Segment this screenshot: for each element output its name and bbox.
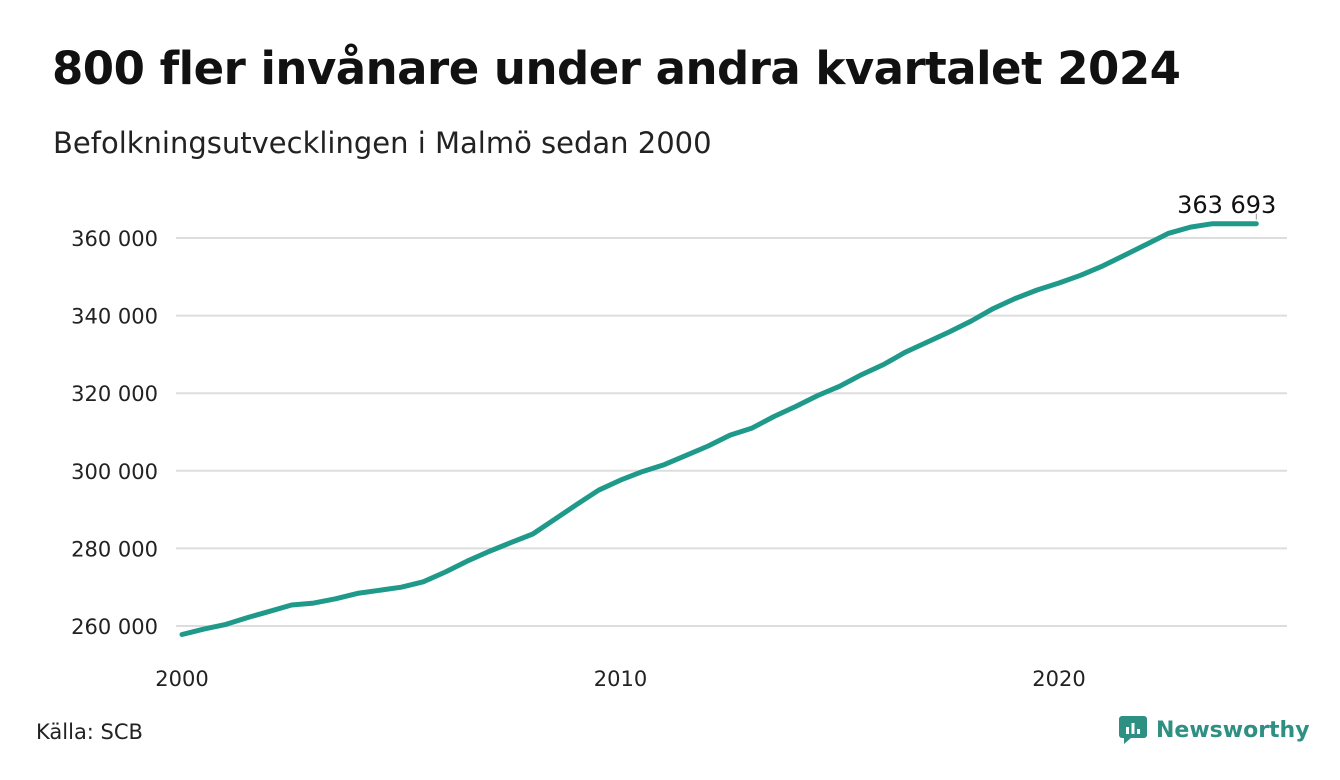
y-tick-label: 340 000 (71, 305, 158, 329)
chart-title: 800 fler invånare under andra kvartalet … (52, 42, 1181, 95)
y-tick-label: 280 000 (71, 537, 158, 561)
series-group (179, 221, 1259, 637)
y-axis-ticks: 260 000 280 000 300 000 320 000 340 000 360 0… (71, 227, 158, 639)
series-line (179, 221, 1259, 637)
x-tick-label: 2020 (1032, 667, 1085, 691)
y-tick-label: 260 000 (71, 615, 158, 639)
x-axis-ticks: 2000 2010 2020 (155, 667, 1085, 691)
end-value-label: 363 693 (1177, 191, 1276, 219)
brand-logo: Newsworthy (1118, 712, 1310, 748)
x-tick-label: 2010 (594, 667, 647, 691)
source-note: Källa: SCB (36, 720, 143, 744)
brand-name: Newsworthy (1156, 717, 1310, 743)
end-label-group: 363 693 (1177, 191, 1276, 220)
gridlines (176, 237, 1287, 627)
x-tick-label: 2000 (155, 667, 208, 691)
y-tick-label: 360 000 (71, 227, 158, 251)
y-tick-label: 320 000 (71, 382, 158, 406)
y-tick-label: 300 000 (71, 460, 158, 484)
chart-subtitle: Befolkningsutvecklingen i Malmö sedan 20… (53, 126, 712, 160)
newsworthy-logo-icon (1119, 716, 1147, 744)
